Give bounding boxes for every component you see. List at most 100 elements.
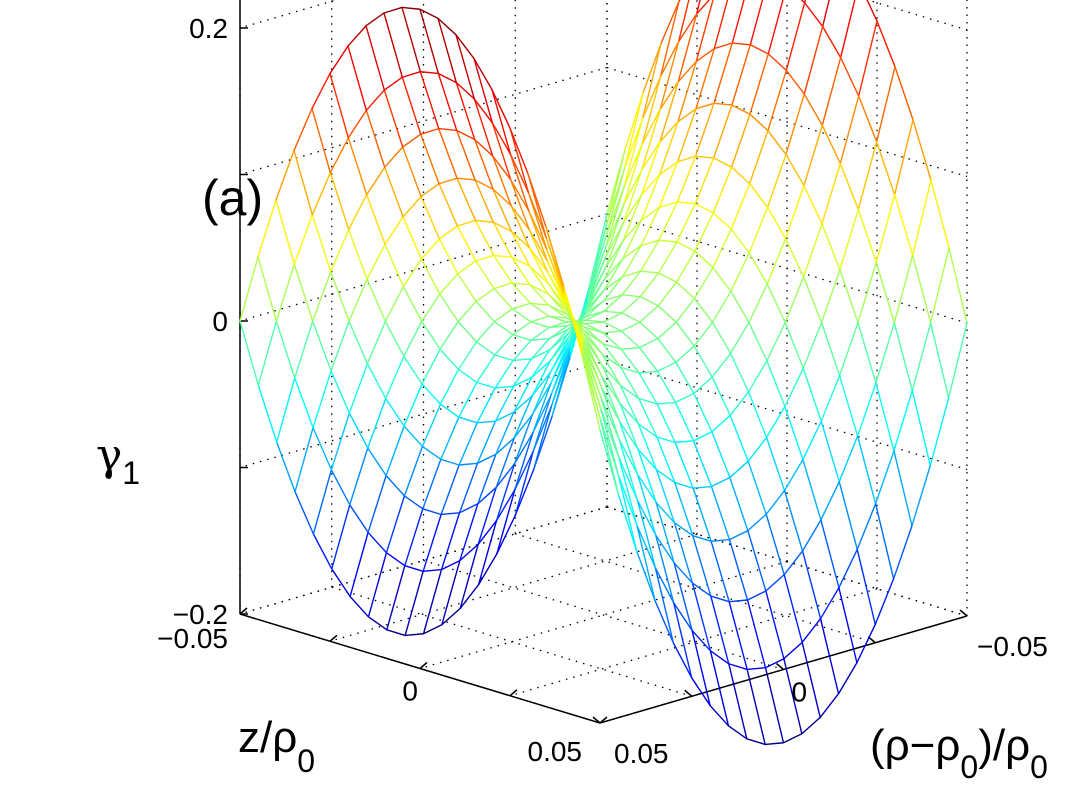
mesh-segment-y3-x0 bbox=[641, 42, 662, 120]
mesh-segment-y19-x1 bbox=[911, 322, 932, 392]
mesh-segment-y16-x3 bbox=[820, 268, 841, 324]
mesh-segment-x16-y19 bbox=[654, 567, 675, 644]
mesh-segment-y9-x13 bbox=[511, 282, 532, 304]
mesh-segment-y12-x6 bbox=[693, 266, 714, 300]
y-tick-3 bbox=[509, 689, 518, 697]
mesh-segment-y9-x5 bbox=[658, 201, 678, 241]
mesh-segment-y8-x12 bbox=[511, 308, 532, 323]
mesh-segment-y1-x5 bbox=[514, 450, 534, 491]
mesh-segment-x5-y13 bbox=[748, 252, 768, 285]
mesh-segment-x17-y6 bbox=[402, 195, 422, 218]
mesh-segment-y15-x1 bbox=[839, 95, 860, 165]
mesh-segment-y11-x14 bbox=[529, 265, 549, 295]
mesh-segment-y9-x18 bbox=[419, 70, 440, 130]
mesh-segment-y10-x4 bbox=[694, 157, 715, 205]
mesh-segment-y7-x2 bbox=[677, 60, 697, 123]
mesh-segment-x11-y5 bbox=[494, 359, 514, 389]
mesh-segment-y17-x15 bbox=[618, 439, 639, 476]
mesh-segment-y10-x2 bbox=[731, 44, 751, 106]
mesh-segment-y9-x19 bbox=[401, 6, 422, 73]
mesh-segment-y4-x16 bbox=[366, 278, 387, 323]
mesh-segment-x9-y12 bbox=[657, 337, 677, 363]
mesh-segment-x6-y0 bbox=[496, 488, 516, 555]
mesh-segment-x8-y13 bbox=[693, 345, 713, 378]
mesh-segment-x5-y10 bbox=[694, 202, 714, 214]
mesh-segment-y11-x9 bbox=[620, 321, 641, 332]
mesh-segment-y4-x10 bbox=[476, 420, 497, 424]
mesh-segment-x9-y17 bbox=[747, 529, 767, 592]
mesh-segment-y11-x6 bbox=[675, 250, 696, 283]
mesh-segment-x20-y13 bbox=[473, 57, 493, 91]
mesh-segment-x7-y2 bbox=[513, 413, 534, 465]
mesh-segment-x2-y8 bbox=[713, 42, 733, 50]
mesh-segment-x5-y11 bbox=[712, 212, 732, 230]
mesh-segment-x14-y2 bbox=[385, 425, 405, 477]
mesh-segment-y3-x19 bbox=[293, 149, 314, 216]
mesh-segment-y7-x10 bbox=[530, 337, 551, 341]
mesh-segment-y13-x4 bbox=[748, 206, 769, 254]
mesh-segment-x14-y14 bbox=[601, 364, 621, 405]
mesh-segment-y20-x5 bbox=[856, 623, 876, 664]
mesh-segment-y10-x14 bbox=[511, 256, 531, 286]
mesh-segment-x20-y4 bbox=[311, 72, 331, 110]
mesh-segment-x19-y4 bbox=[329, 137, 350, 174]
mesh-segment-y4-x2 bbox=[623, 143, 643, 205]
mesh-segment-x1-y12 bbox=[803, 2, 824, 28]
mesh-segment-x17-y1 bbox=[312, 370, 332, 429]
mesh-segment-x11-y6 bbox=[512, 339, 532, 362]
mesh-segment-x7-y9 bbox=[639, 270, 660, 274]
mesh-segment-x5-y8 bbox=[658, 201, 678, 209]
mesh-segment-x10-y11 bbox=[620, 330, 641, 349]
mesh-segment-y19-x16 bbox=[636, 525, 657, 569]
mesh-segment-x8-y2 bbox=[495, 437, 515, 489]
mesh-segment-x11-y14 bbox=[656, 403, 676, 444]
mesh-segment-x6-y6 bbox=[604, 257, 624, 280]
mesh-segment-y4-x19 bbox=[311, 107, 332, 174]
mesh-segment-x4-y17 bbox=[838, 374, 859, 437]
mesh-segment-y9-x8 bbox=[603, 294, 623, 312]
mesh-segment-x4-y18 bbox=[856, 435, 877, 505]
mesh-segment-y1-x11 bbox=[404, 564, 424, 572]
mesh-segment-y20-x6 bbox=[837, 662, 858, 695]
mesh-segment-x15-y16 bbox=[619, 421, 639, 476]
mesh-segment-x10-y18 bbox=[746, 599, 767, 669]
mesh-segment-x2-y18 bbox=[893, 322, 913, 392]
mesh-segment-y4-x15 bbox=[384, 320, 405, 358]
mesh-segment-y18-x2 bbox=[875, 322, 895, 384]
mesh-segment-y2-x15 bbox=[348, 412, 369, 449]
mesh-segment-y20-x15 bbox=[672, 642, 693, 679]
mesh-segment-y3-x13 bbox=[403, 425, 424, 448]
mesh-segment-y0-x7 bbox=[459, 584, 480, 610]
mesh-segment-x4-y7 bbox=[658, 161, 679, 176]
x-axis-title-main: (ρ−ρ bbox=[870, 721, 960, 770]
mesh-segment-y13-x16 bbox=[528, 228, 549, 273]
mesh-segment-y16-x14 bbox=[619, 421, 639, 451]
mesh-segment-x8-y11 bbox=[657, 305, 677, 323]
mesh-segment-x17-y7 bbox=[420, 183, 440, 198]
mesh-segment-y9-x6 bbox=[639, 239, 660, 272]
mesh-segment-y16-x6 bbox=[765, 405, 786, 439]
mesh-segment-y5-x1 bbox=[659, 40, 680, 110]
mesh-segment-y9-x7 bbox=[621, 270, 642, 296]
mesh-segment-x18-y7 bbox=[402, 133, 422, 148]
mesh-segment-x8-y8 bbox=[603, 294, 623, 302]
mesh-segment-y19-x0 bbox=[929, 247, 950, 324]
mesh-segment-y3-x7 bbox=[513, 413, 534, 439]
mesh-segment-x3-y16 bbox=[839, 268, 859, 324]
backwall-right-hgrid-1 bbox=[606, 359, 968, 471]
mesh-segment-x20-y5 bbox=[329, 45, 349, 75]
mesh-segment-x12-y4 bbox=[458, 381, 478, 418]
mesh-segment-y6-x1 bbox=[677, 13, 698, 83]
mesh-segment-y2-x12 bbox=[403, 495, 424, 510]
floor-grid-x-1 bbox=[515, 533, 876, 644]
mesh-segment-y11-x11 bbox=[584, 326, 604, 334]
mesh-segment-x7-y13 bbox=[711, 321, 732, 355]
mesh-segment-x19-y10 bbox=[437, 72, 458, 84]
mesh-segment-y5-x13 bbox=[439, 348, 460, 371]
mesh-segment-x2-y7 bbox=[695, 47, 715, 63]
mesh-segment-y7-x7 bbox=[585, 288, 606, 314]
mesh-segment-x14-y8 bbox=[493, 282, 513, 290]
y-tick-0 bbox=[239, 607, 248, 615]
mesh-segment-y3-x8 bbox=[495, 437, 515, 455]
mesh-segment-x19-y3 bbox=[311, 171, 332, 216]
